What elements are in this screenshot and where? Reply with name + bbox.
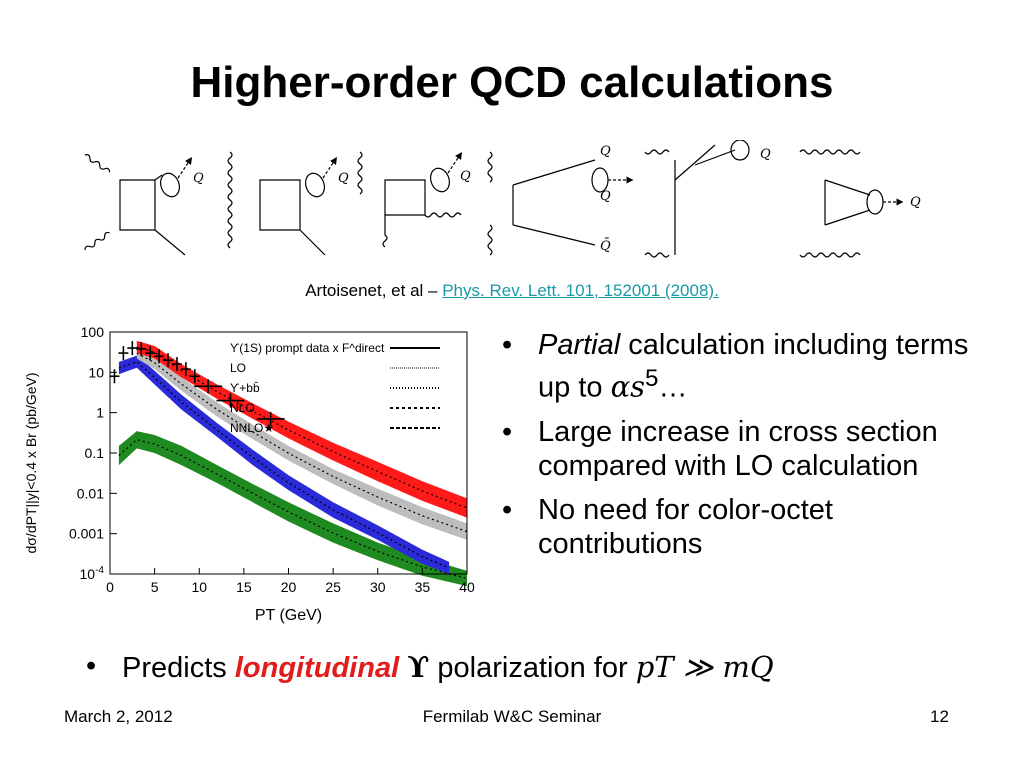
x-tick-label: 40 (459, 579, 475, 595)
bottom-bullet: • Predicts longitudinal ϒ polarization f… (86, 650, 774, 684)
feynman-diagram-5 (644, 140, 750, 258)
bullet-text: Predicts (122, 652, 235, 684)
x-tick-label: 5 (151, 579, 159, 595)
longitudinal-emphasis: longitudinal (234, 652, 400, 684)
feynman-diagram-3 (357, 151, 462, 248)
x-tick-label: 30 (370, 579, 386, 595)
x-tick-label: 20 (281, 579, 297, 595)
series-band-nnlo (136, 340, 468, 518)
series-central-line-upsilon-bb (118, 439, 468, 580)
legend-entry-label: ϒ(1S) prompt data x F^direct (230, 341, 385, 355)
upsilon-symbol: ϒ (407, 650, 430, 684)
quark-label: Q (460, 169, 471, 184)
quark-label: Q (910, 195, 921, 210)
legend-entry-label: NLO (230, 401, 255, 415)
quark-label: Q (193, 171, 204, 186)
ellipsis: … (658, 371, 688, 404)
x-tick-label: 0 (106, 579, 114, 595)
exponent: 5 (645, 365, 659, 392)
antiquark-label: Q̄ (600, 238, 611, 254)
bullet-no-octet: No need for color-octet contributions (496, 493, 996, 561)
feynman-diagrams: Q Q Q Q Q Q̄ Q Q (84, 140, 921, 258)
footer-center: Fermilab W&C Seminar (422, 707, 602, 726)
citation-link[interactable]: Phys. Rev. Lett. 101, 152001 (2008). (442, 281, 719, 300)
series-band-lo (118, 355, 450, 574)
series-band-upsilon-bb (118, 431, 468, 587)
right-bullet-list: Partial calculation including terms up t… (496, 328, 996, 571)
bullet-text: polarization for (429, 652, 636, 684)
feynman-diagram-2 (227, 151, 337, 256)
legend-entry-label: LO (230, 361, 246, 375)
bullet-emphasis: Partial (538, 329, 621, 361)
footer-date: March 2, 2012 (64, 707, 173, 726)
series-central-line-nlo (136, 352, 468, 533)
x-tick-label: 35 (415, 579, 431, 595)
y-tick-label: 10-4 (80, 565, 105, 582)
alpha-s-symbol: αs (610, 369, 646, 404)
bullet-increase: Large increase in cross section compared… (496, 415, 996, 483)
citation-author: Artoisenet, et al – (305, 281, 443, 300)
x-tick-label: 25 (325, 579, 341, 595)
quark-label: Q (600, 189, 611, 204)
bullet-partial: Partial calculation including terms up t… (496, 328, 996, 405)
feynman-diagram-6 (799, 149, 904, 258)
y-tick-label: 0.01 (77, 485, 104, 501)
y-tick-label: 0.1 (85, 445, 105, 461)
quark-label: Q (760, 147, 771, 162)
footer-page-number: 12 (930, 707, 949, 726)
quark-label: Q (338, 171, 349, 186)
x-axis-label: PT (GeV) (255, 607, 322, 624)
legend-entry-label: NNLO★ (230, 421, 274, 435)
series-band-nlo (136, 348, 468, 540)
legend-entry-label: ϒ+bb̄ (230, 381, 260, 395)
x-tick-label: 10 (191, 579, 207, 595)
y-tick-label: 0.001 (69, 526, 104, 542)
feynman-diagram-1 (84, 154, 192, 256)
feynman-diagram-4 (487, 151, 634, 256)
y-tick-label: 100 (81, 324, 105, 340)
pt-condition: pT ≫ mQ (635, 650, 774, 684)
citation: Artoisenet, et al – Phys. Rev. Lett. 101… (0, 281, 1024, 301)
series-central-line-nnlo (136, 346, 468, 509)
y-tick-label: 1 (96, 405, 104, 421)
slide-title: Higher-order QCD calculations (190, 58, 834, 107)
cross-section-chart: 0 5 10 15 20 25 30 35 40 100 10 1 0.1 0.01 0.001 10-4 PT… (23, 324, 475, 624)
x-tick-label: 15 (236, 579, 252, 595)
y-axis-label: dσ/dPT||y|<0.4 x Br (pb/GeV) (23, 372, 39, 553)
quark-label: Q (600, 144, 611, 159)
bullet-text: calculation including terms up to (538, 329, 969, 404)
y-tick-label: 10 (88, 364, 104, 380)
